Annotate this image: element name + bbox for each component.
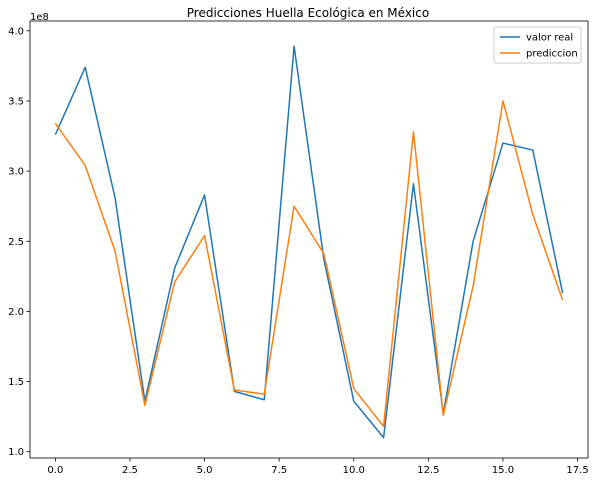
y-axis: 1.0 1.5 2.0 2.5 3.0 3.5 4.0: [8, 26, 30, 458]
x-tick-label: 5.0: [197, 465, 213, 476]
y-offset-label: 1e8: [30, 12, 49, 23]
x-axis: 0.0 2.5 5.0 7.5 10.0 12.5 15.0 17.5: [47, 458, 589, 476]
legend-label-0: valor real: [526, 33, 573, 44]
chart-title: Predicciones Huella Ecológica en México: [187, 6, 429, 20]
y-tick-label: 2.5: [8, 237, 24, 248]
legend: valor real prediccion: [493, 26, 582, 64]
y-tick-label: 2.0: [8, 307, 24, 318]
series-line-1: [54, 100, 564, 428]
x-tick-label: 15.0: [492, 465, 514, 476]
legend-box: [493, 26, 582, 64]
y-tick-label: 1.5: [8, 377, 24, 388]
y-tick-label: 4.0: [8, 26, 24, 37]
x-tick-label: 7.5: [271, 465, 287, 476]
x-tick-label: 10.0: [343, 465, 365, 476]
y-tick-label: 1.0: [8, 447, 24, 458]
y-tick-label: 3.5: [8, 96, 24, 107]
x-tick-label: 2.5: [122, 465, 138, 476]
plot-lines: [54, 45, 564, 439]
x-tick-label: 17.5: [566, 465, 588, 476]
x-tick-label: 12.5: [417, 465, 439, 476]
plot-frame: [29, 20, 589, 459]
series-line-0: [54, 45, 564, 439]
x-tick-label: 0.0: [47, 465, 63, 476]
legend-label-1: prediccion: [526, 49, 578, 60]
y-tick-label: 3.0: [8, 167, 24, 178]
